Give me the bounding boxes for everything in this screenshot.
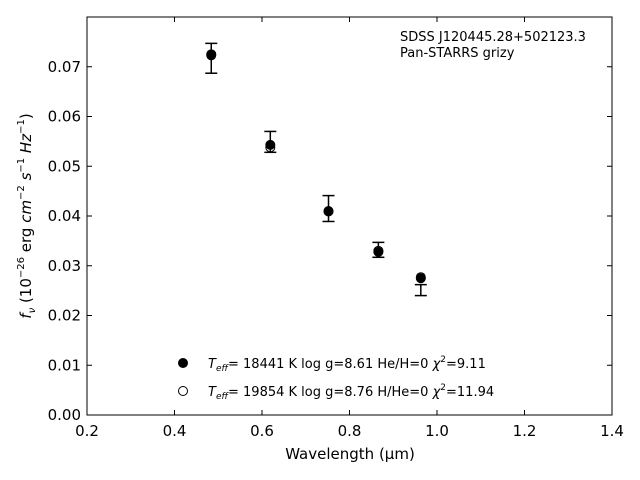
y-tick-label: 0.03 — [48, 257, 81, 275]
model-point-filled — [265, 139, 276, 150]
x-tick-label: 0.2 — [75, 422, 99, 440]
y-tick-label: 0.02 — [48, 307, 81, 325]
legend-marker-open — [178, 386, 188, 396]
x-tick-label: 1.2 — [513, 422, 537, 440]
x-tick-label: 0.4 — [163, 422, 187, 440]
x-tick-label: 0.8 — [338, 422, 362, 440]
x-tick-label: 1.0 — [425, 422, 449, 440]
axis-ticks: 0.2 0.4 0.6 0.8 1.0 1.2 1.4 0.00 0.01 0.02 0.03 0.0… — [48, 17, 624, 440]
y-tick-label: 0.00 — [48, 406, 81, 424]
legend: Teff= 18441 K log g=8.61 He/H=0 χ2=9.11 … — [178, 355, 494, 402]
legend-entry-2: Teff= 19854 K log g=8.76 H/He=0 χ2=11.94 — [208, 383, 494, 402]
y-tick-label: 0.07 — [48, 58, 81, 76]
y-tick-label: 0.06 — [48, 108, 81, 126]
y-tick-label: 0.01 — [48, 356, 81, 374]
model-point-open — [206, 49, 217, 60]
y-axis-label: fν (10−26 erg cm−2 s−1 Hz−1) — [16, 113, 38, 318]
model-point-open — [265, 142, 276, 153]
legend-entry-1: Teff= 18441 K log g=8.61 He/H=0 χ2=9.11 — [208, 355, 486, 374]
x-axis-label: Wavelength (μm) — [285, 445, 415, 463]
y-tick-label: 0.05 — [48, 157, 81, 175]
x-tick-label: 1.4 — [600, 422, 624, 440]
data-points — [206, 49, 426, 284]
model-point-open — [323, 206, 334, 217]
annotation-object-name: SDSS J120445.28+502123.3 — [400, 30, 586, 45]
annotation-survey: Pan-STARRS grizy — [400, 46, 515, 61]
model-point-open — [415, 272, 426, 283]
model-point-open — [373, 245, 384, 256]
y-tick-label: 0.04 — [48, 207, 81, 225]
x-tick-label: 0.6 — [250, 422, 274, 440]
legend-marker-filled — [178, 358, 188, 368]
